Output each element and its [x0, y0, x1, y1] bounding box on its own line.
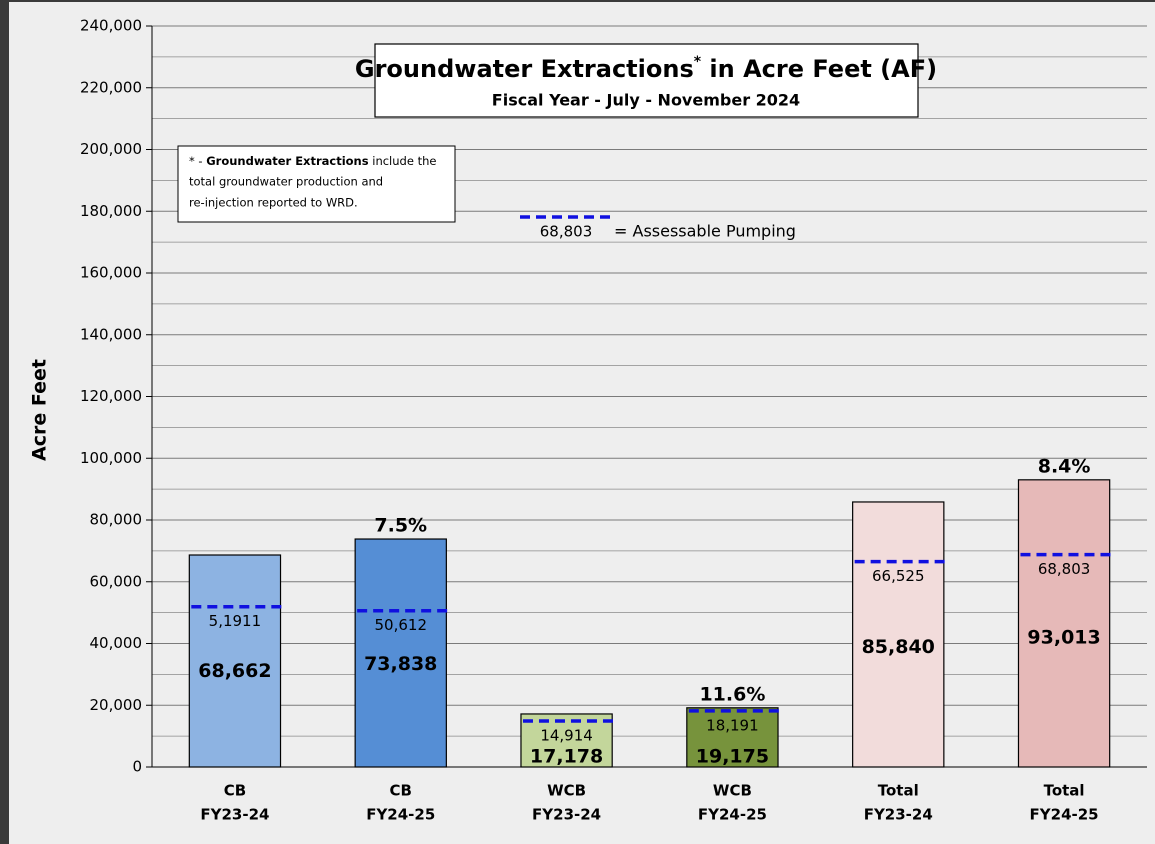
x-tick-label: CB	[390, 782, 412, 800]
value-label: 17,178	[530, 746, 603, 768]
x-tick-label: Total	[1044, 782, 1085, 800]
legend-sample-label: 68,803	[540, 223, 593, 241]
x-tick-label: Total	[878, 782, 919, 800]
note-part: Groundwater Extractions	[206, 154, 369, 168]
x-tick-label: FY23-24	[864, 806, 933, 824]
note-part: include the	[369, 154, 437, 168]
growth-label: 11.6%	[699, 683, 765, 705]
legend-text: = Assessable Pumping	[614, 222, 796, 241]
y-tick-label: 180,000	[80, 202, 142, 220]
bar	[1017, 479, 1111, 768]
assessable-label: 5,1911	[209, 612, 262, 630]
y-tick-label: 20,000	[90, 696, 143, 714]
y-tick-label: 200,000	[80, 140, 142, 158]
note-part: * -	[189, 154, 206, 168]
value-label: 73,838	[364, 653, 437, 675]
title-part: *	[694, 54, 702, 70]
y-tick-label: 220,000	[80, 78, 142, 96]
x-tick-label: FY23-24	[200, 806, 269, 824]
y-axis-label: Acre Feet	[29, 359, 51, 461]
value-label: 19,175	[696, 746, 769, 768]
title-part: Groundwater Extractions	[355, 55, 694, 83]
y-tick-label: 120,000	[80, 387, 142, 405]
assessable-label: 14,914	[540, 726, 593, 744]
y-tick-label: 40,000	[90, 634, 143, 652]
x-tick-label: WCB	[547, 782, 586, 800]
frame-edge	[0, 0, 9, 844]
value-label: 85,840	[862, 636, 935, 658]
y-tick-label: 0	[132, 758, 142, 776]
y-tick-label: 100,000	[80, 449, 142, 467]
growth-label: 7.5%	[374, 515, 427, 537]
note-line: total groundwater production and	[189, 175, 383, 189]
value-label: 68,662	[198, 660, 271, 682]
title-part: in Acre Feet (AF)	[701, 55, 937, 83]
x-tick-label: FY23-24	[532, 806, 601, 824]
assessable-label: 66,525	[872, 567, 925, 585]
bar	[852, 501, 945, 768]
growth-label: 8.4%	[1038, 455, 1091, 477]
x-tick-label: FY24-25	[1030, 806, 1099, 824]
marks: CB FY23-24 68,662 5,1911 CB FY24-25 73,838 50,6…	[188, 455, 1116, 824]
assessable-label: 68,803	[1038, 560, 1091, 578]
chart-title: Groundwater Extractions* in Acre Feet (A…	[355, 54, 937, 83]
chart-subtitle: Fiscal Year - July - November 2024	[492, 91, 800, 110]
x-tick-label: FY24-25	[366, 806, 435, 824]
title-box	[374, 43, 919, 118]
y-tick-label: 60,000	[90, 572, 143, 590]
note-line: re-injection reported to WRD.	[189, 196, 358, 210]
y-tick-label: 240,000	[80, 17, 142, 35]
y-tick-label: 140,000	[80, 325, 142, 343]
bar	[686, 707, 779, 768]
y-tick-label: 80,000	[90, 511, 143, 529]
note-line: * - Groundwater Extractions include the	[189, 154, 436, 168]
note-box	[177, 145, 456, 223]
bar	[520, 713, 613, 768]
y-tick-label: 160,000	[80, 264, 142, 282]
value-label: 93,013	[1027, 626, 1100, 648]
x-tick-label: WCB	[713, 782, 752, 800]
x-tick-label: CB	[224, 782, 246, 800]
x-tick-label: FY24-25	[698, 806, 767, 824]
bar	[354, 538, 447, 768]
assessable-label: 50,612	[375, 616, 428, 634]
frame-edge	[0, 0, 1155, 2]
assessable-label: 18,191	[706, 716, 759, 734]
bar	[188, 554, 282, 768]
